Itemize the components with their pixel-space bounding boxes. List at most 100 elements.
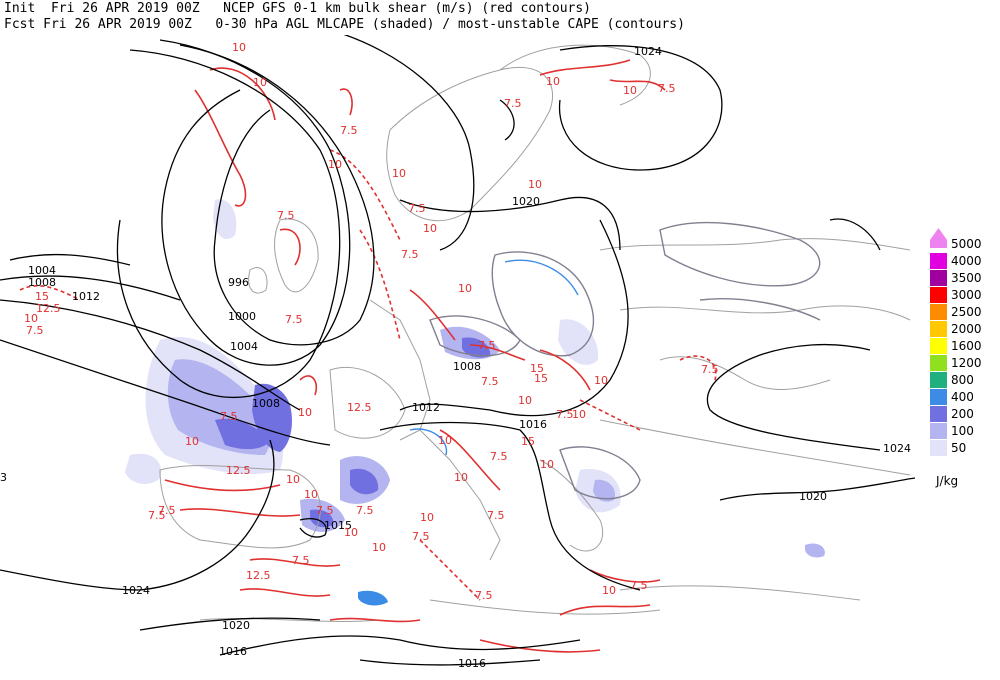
isobar-label: 1024 — [883, 442, 911, 455]
shear-label: 7.5 — [412, 530, 430, 543]
shear-label: 7.5 — [340, 124, 358, 137]
shear-label: 7.5 — [292, 554, 310, 567]
isobar-label: 1012 — [412, 401, 440, 414]
legend-label: 3500 — [951, 271, 982, 285]
legend-swatch — [930, 355, 947, 371]
shear-label: 10 — [420, 511, 434, 524]
shear-label: 10 — [185, 435, 199, 448]
legend-label: 2500 — [951, 305, 982, 319]
shear-label: 10 — [392, 167, 406, 180]
coastlines — [159, 44, 911, 622]
legend-swatch — [930, 372, 947, 388]
legend-row: 1200 — [928, 355, 998, 372]
legend-swatch — [930, 406, 947, 422]
shear-label: 7.5 — [481, 375, 499, 388]
legend-row: 50 — [928, 440, 998, 457]
shear-label: 7.5 — [285, 313, 303, 326]
shear-label: 7.5 — [556, 408, 574, 421]
shear-label: 10 — [602, 584, 616, 597]
legend-swatch — [930, 270, 947, 286]
isobar-label: 1008 — [453, 360, 481, 373]
shear-label: 7.5 — [408, 202, 426, 215]
shear-label: 7.5 — [475, 589, 493, 602]
shear-label: 10 — [594, 374, 608, 387]
cape-shading — [125, 199, 825, 606]
shear-label: 15 — [534, 372, 548, 385]
shear-label: 7.5 — [630, 579, 648, 592]
shear-label: 10 — [572, 408, 586, 421]
isobar-label: 1020 — [222, 619, 250, 632]
shear-label: 10 — [232, 41, 246, 54]
shear-label: 10 — [344, 526, 358, 539]
header-init-line: Init Fri 26 APR 2019 00Z NCEP GFS 0-1 km… — [4, 1, 591, 16]
isobar-label: 1012 — [72, 290, 100, 303]
legend-swatch — [930, 304, 947, 320]
shear-label: 10 — [540, 458, 554, 471]
shear-label: 15 — [521, 435, 535, 448]
isobar-label: 1016 — [519, 418, 547, 431]
shear-label: 10 — [623, 84, 637, 97]
legend-swatch — [930, 321, 947, 337]
shear-label: 7.5 — [504, 97, 522, 110]
shear-label: 12.5 — [36, 302, 61, 315]
legend-label: 100 — [951, 424, 974, 438]
shear-label: 10 — [253, 76, 267, 89]
shear-label: 7.5 — [220, 410, 238, 423]
legend-top-triangle-icon — [930, 228, 947, 240]
legend-row: 100 — [928, 423, 998, 440]
legend-swatch — [930, 240, 947, 248]
legend-row: 3000 — [928, 287, 998, 304]
shear-label: 7.5 — [487, 509, 505, 522]
isobar-label: 1000 — [228, 310, 256, 323]
legend-row: 200 — [928, 406, 998, 423]
legend-row: 1600 — [928, 338, 998, 355]
shear-label: 10 — [458, 282, 472, 295]
shear-label: 12.5 — [246, 569, 271, 582]
shear-contours — [19, 59, 717, 653]
isobar-label: 1015 — [324, 519, 352, 532]
legend-label: 3000 — [951, 288, 982, 302]
isobar-label: 996 — [228, 276, 249, 289]
legend-label: 1600 — [951, 339, 982, 353]
legend-row: 4000 — [928, 253, 998, 270]
legend-swatch — [930, 440, 947, 456]
legend-row: 5000 — [928, 236, 998, 253]
legend-row: 2000 — [928, 321, 998, 338]
shear-label: 7.5 — [478, 339, 496, 352]
shear-label: 7.5 — [26, 324, 44, 337]
cape-legend: 5000 4000 3500 3000 2500 2000 1600 1200 … — [928, 228, 1000, 456]
isobar-label: 1020 — [799, 490, 827, 503]
legend-swatch — [930, 253, 947, 269]
isobar-label: 1004 — [230, 340, 258, 353]
legend-label: 2000 — [951, 322, 982, 336]
legend-label: 4000 — [951, 254, 982, 268]
shear-label: 10 — [454, 471, 468, 484]
shear-label: 10 — [298, 406, 312, 419]
shear-label: 7.5 — [316, 504, 334, 517]
legend-swatch — [930, 338, 947, 354]
shear-labels: 10 10 7.5 10 7.5 10 7.5 10 10 7.5 7.5 10… — [24, 41, 719, 602]
shear-label: 12.5 — [226, 464, 251, 477]
shear-label: 10 — [372, 541, 386, 554]
legend-label: 400 — [951, 390, 974, 404]
header-forecast-line: Fcst Fri 26 APR 2019 00Z 0-30 hPa AGL ML… — [4, 17, 685, 32]
legend-label: 50 — [951, 441, 967, 455]
shear-label: 10 — [546, 75, 560, 88]
shear-label: 7.5 — [401, 248, 419, 261]
shear-label: 7.5 — [148, 509, 166, 522]
legend-row: 2500 — [928, 304, 998, 321]
shear-label: 10 — [328, 158, 342, 171]
legend-label: 800 — [951, 373, 974, 387]
legend-swatch — [930, 389, 947, 405]
isobar-label: 1004 — [28, 264, 56, 277]
shear-label: 7.5 — [490, 450, 508, 463]
mucape-contours — [409, 221, 821, 500]
legend-row: 800 — [928, 372, 998, 389]
legend-units: J/kg — [936, 474, 959, 488]
legend-swatch — [930, 423, 947, 439]
legend-row: 3500 — [928, 270, 998, 287]
isobar-labels: 1024 1020 1004 1008 1012 996 1000 1004 1… — [0, 45, 911, 670]
shear-label: 10 — [438, 434, 452, 447]
weather-map: 1024 1020 1004 1008 1012 996 1000 1004 1… — [0, 35, 915, 670]
shear-label: 7.5 — [356, 504, 374, 517]
